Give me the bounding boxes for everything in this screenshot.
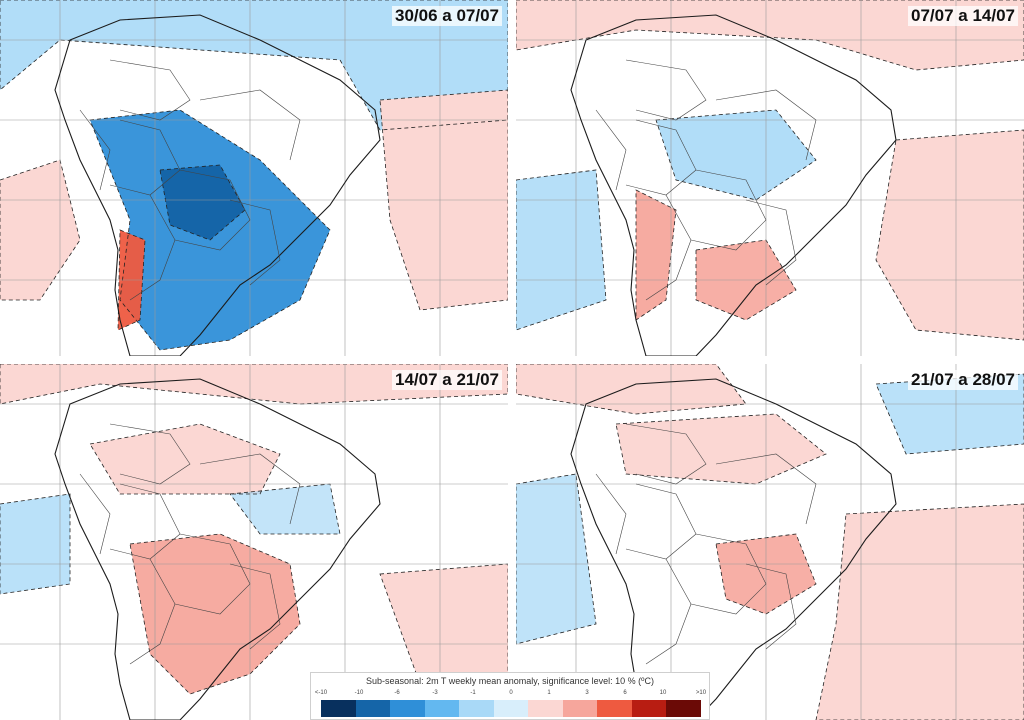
legend-tick-label: -3 [432,690,438,696]
anomaly-region [160,165,245,240]
significance-contour [159,164,246,241]
country-borders [79,423,301,665]
anomaly-region [876,130,1024,340]
country-borders [595,59,817,301]
legend-ticks: <-10 -10 -6 -3 -1 0 1 3 6 10 >10 [315,690,706,700]
panel-date-range: 07/07 a 14/07 [908,6,1018,26]
anomaly-region [636,190,676,320]
anomaly-region [616,414,826,484]
legend-swatch [321,700,356,717]
coastline [54,378,381,720]
significance-contour [815,503,1024,720]
significance-contour [695,239,797,321]
significance-contour [0,159,81,301]
significance-contour [615,413,827,485]
country-borders [595,423,817,665]
significance-contour [129,533,301,695]
map-panel-week-4: 21/07 a 28/07 [516,364,1024,720]
anomaly-map-3 [0,364,508,720]
anomaly-region [90,424,280,494]
legend-tick-label: 6 [623,690,627,696]
legend-tick-label: -6 [394,690,400,696]
anomaly-region [0,494,70,594]
anomaly-region [0,0,508,130]
legend-tick-label: 3 [585,690,589,696]
color-legend: Sub-seasonal: 2m T weekly mean anomaly, … [310,672,710,720]
legend-swatch [666,700,702,717]
anomaly-map-2 [516,0,1024,356]
anomaly-map-1 [0,0,508,356]
lat-lon-grid [516,0,1024,356]
significance-contour [89,423,281,495]
significance-contour [516,0,1024,71]
significance-contour [635,189,677,321]
country-borders [79,59,301,301]
legend-swatch [597,700,632,717]
coastline [54,14,381,356]
coastline [570,14,897,356]
lat-lon-grid [0,0,508,356]
map-panel-week-2: 07/07 a 14/07 [516,0,1024,356]
anomaly-region [230,484,340,534]
panel-date-range: 30/06 a 07/07 [392,6,502,26]
legend-tick-label: 0 [509,690,513,696]
anomaly-region [0,364,508,404]
legend-tick-label: <-10 [314,690,328,696]
panel-date-range: 14/07 a 21/07 [392,370,502,390]
anomaly-region [876,374,1024,454]
legend-swatch [355,700,391,717]
anomaly-region [656,110,816,200]
legend-swatch [424,700,460,717]
anomaly-region [380,564,508,694]
significance-contour [379,563,508,695]
legend-swatch [493,700,529,717]
legend-tick-label: -10 [354,690,364,696]
legend-color-bar [321,700,702,717]
anomaly-region [130,534,300,694]
lat-lon-grid [0,364,508,720]
anomaly-region [516,170,606,330]
legend-tick-label: 10 [659,690,667,696]
anomaly-map-4 [516,364,1024,720]
significance-contour [655,109,817,201]
legend-title: Sub-seasonal: 2m T weekly mean anomaly, … [366,676,654,686]
legend-tick-label: 1 [547,690,551,696]
legend-swatch [528,700,563,717]
significance-contour [89,109,331,351]
legend-swatch [390,700,425,717]
significance-contour [117,229,146,331]
lat-lon-grid [516,364,1024,720]
panel-date-range: 21/07 a 28/07 [908,370,1018,390]
significance-contour [516,169,607,331]
map-panel-week-1: 30/06 a 07/07 [0,0,508,356]
map-panel-week-3: 14/07 a 21/07 [0,364,508,720]
anomaly-region [516,364,746,414]
coastline [570,378,897,720]
legend-tick-label: >10 [695,690,707,696]
significance-contour [875,129,1024,341]
legend-tick-label: -1 [470,690,476,696]
legend-swatch [459,700,494,717]
anomaly-region [516,0,1024,70]
anomaly-region [816,504,1024,720]
legend-swatch [562,700,598,717]
significance-contour [516,473,597,645]
legend-swatch [631,700,667,717]
